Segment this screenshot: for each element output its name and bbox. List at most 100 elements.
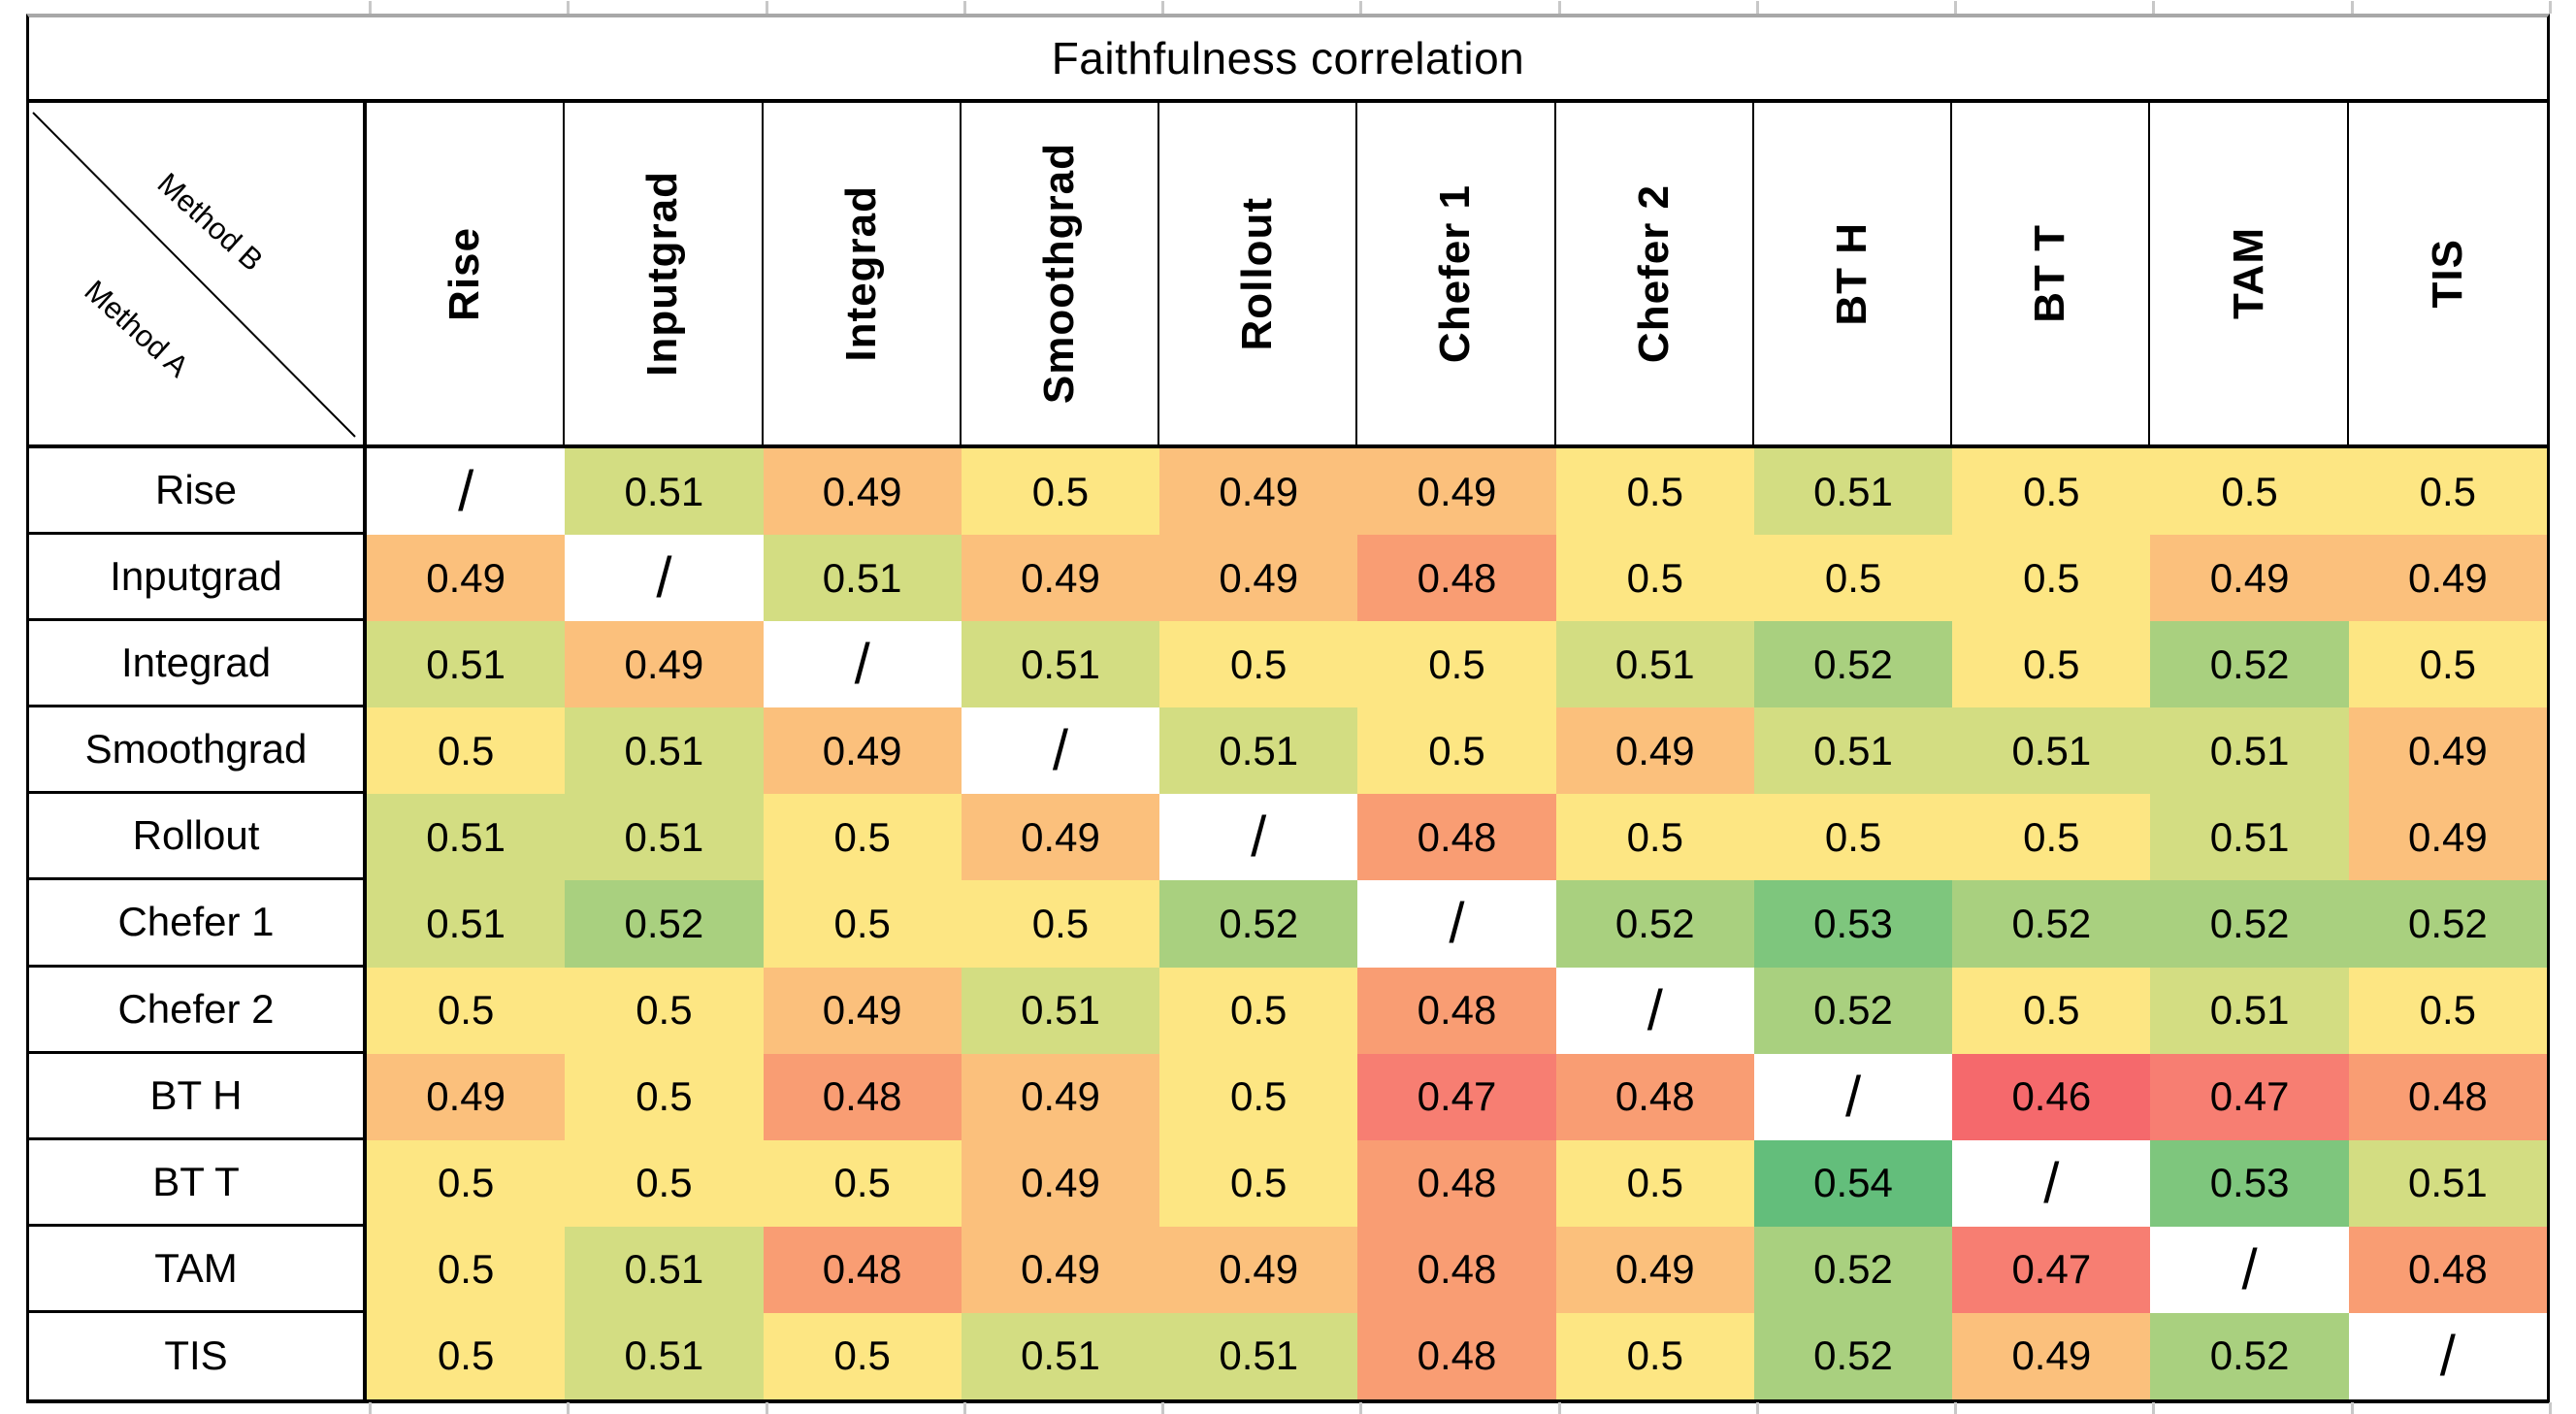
matrix-cell: 0.51 xyxy=(2348,1139,2547,1227)
matrix-cell: 0.52 xyxy=(2150,880,2349,968)
column-header-chefer-1: Chefer 1 xyxy=(1357,103,1556,448)
matrix-cell: 0.5 xyxy=(1357,621,1556,708)
matrix-cell: 0.5 xyxy=(1555,535,1754,622)
matrix-cell: 0.51 xyxy=(1159,1312,1358,1399)
matrix-cell: 0.49 xyxy=(2150,535,2349,622)
matrix-cell: 0.49 xyxy=(961,1139,1160,1227)
matrix-cell: 0.48 xyxy=(763,1053,962,1140)
column-header-tam: TAM xyxy=(2150,103,2349,448)
matrix-cell: 0.5 xyxy=(1952,535,2151,622)
matrix-cell: 0.48 xyxy=(1357,1312,1556,1399)
matrix-cell: 0.49 xyxy=(763,967,962,1054)
diagonal-cell: / xyxy=(367,448,566,536)
bottom-gridline-tick xyxy=(2152,1402,2156,1414)
matrix-cell: 0.48 xyxy=(763,1226,962,1313)
column-header-text: Integrad xyxy=(836,185,885,362)
bottom-gridline-tick xyxy=(1359,1402,1363,1414)
matrix-cell: 0.48 xyxy=(2348,1053,2547,1140)
column-header-smoothgrad: Smoothgrad xyxy=(961,103,1160,448)
matrix-cell: 0.5 xyxy=(2348,967,2547,1054)
matrix-cell: 0.52 xyxy=(1159,880,1358,968)
top-gridline-tick xyxy=(2152,1,2156,14)
bottom-gridline-tick xyxy=(2549,1402,2552,1414)
matrix-cell: 0.5 xyxy=(2348,448,2547,536)
column-header-text: TIS xyxy=(2423,239,2471,309)
top-gridline-tick xyxy=(1755,1,1759,14)
column-header-rise: Rise xyxy=(367,103,566,448)
column-header-bt-h: BT H xyxy=(1753,103,1953,448)
top-gridline-tick xyxy=(1359,1,1363,14)
matrix-cell: 0.47 xyxy=(1357,1053,1556,1140)
column-header-text: Rollout xyxy=(1233,196,1282,351)
matrix-cell: 0.5 xyxy=(961,448,1160,536)
matrix-cell: 0.5 xyxy=(367,1312,566,1399)
matrix-cell: 0.49 xyxy=(1159,448,1358,536)
matrix-cell: 0.49 xyxy=(1159,535,1358,622)
top-gridline-tick xyxy=(369,1,372,14)
matrix-cell: 0.52 xyxy=(1753,1312,1953,1399)
bottom-gridline-tick xyxy=(765,1402,768,1414)
matrix-cell: 0.51 xyxy=(1753,448,1953,536)
matrix-cell: 0.5 xyxy=(565,967,764,1054)
column-header-text: Chefer 1 xyxy=(1431,183,1480,364)
column-header-text: Chefer 2 xyxy=(1629,183,1678,364)
matrix-cell: 0.48 xyxy=(2348,1226,2547,1313)
matrix-cell: 0.51 xyxy=(565,1312,764,1399)
matrix-cell: 0.5 xyxy=(1952,448,2151,536)
column-header-chefer-2: Chefer 2 xyxy=(1555,103,1754,448)
matrix-cell: 0.51 xyxy=(565,1226,764,1313)
diagonal-cell: / xyxy=(1159,794,1358,881)
column-header-bt-t: BT T xyxy=(1952,103,2151,448)
bottom-gridline-tick xyxy=(1161,1402,1165,1414)
matrix-cell: 0.5 xyxy=(367,967,566,1054)
matrix-cell: 0.5 xyxy=(367,1226,566,1313)
bottom-gridline-tick xyxy=(2350,1402,2354,1414)
matrix-cell: 0.51 xyxy=(2150,794,2349,881)
matrix-cell: 0.51 xyxy=(2150,707,2349,795)
matrix-cell: 0.48 xyxy=(1357,794,1556,881)
bottom-gridline-tick xyxy=(962,1402,966,1414)
matrix-cell: 0.51 xyxy=(763,535,962,622)
matrix-cell: 0.52 xyxy=(1753,621,1953,708)
matrix-cell: 0.5 xyxy=(2348,621,2547,708)
diagonal-cell: / xyxy=(1357,880,1556,968)
matrix-cell: 0.51 xyxy=(565,448,764,536)
diagonal-cell: / xyxy=(1952,1139,2151,1227)
diagonal-cell: / xyxy=(2348,1312,2547,1399)
row-label-tam: TAM xyxy=(29,1226,367,1313)
bottom-gridline-tick xyxy=(567,1402,571,1414)
matrix-cell: 0.51 xyxy=(961,621,1160,708)
bottom-gridline-tick xyxy=(369,1402,372,1414)
matrix-cell: 0.49 xyxy=(2348,707,2547,795)
matrix-cell: 0.52 xyxy=(2150,621,2349,708)
matrix-cell: 0.51 xyxy=(367,880,566,968)
diagonal-cell: / xyxy=(1753,1053,1953,1140)
row-label-inputgrad: Inputgrad xyxy=(29,535,367,622)
row-label-rollout: Rollout xyxy=(29,794,367,881)
diagonal-cell: / xyxy=(763,621,962,708)
diagonal-cell: / xyxy=(1555,967,1754,1054)
matrix-cell: 0.48 xyxy=(1357,1226,1556,1313)
matrix-cell: 0.49 xyxy=(961,1053,1160,1140)
matrix-cell: 0.5 xyxy=(1357,707,1556,795)
matrix-cell: 0.48 xyxy=(1357,967,1556,1054)
matrix-cell: 0.53 xyxy=(1753,880,1953,968)
matrix-cell: 0.51 xyxy=(1753,707,1953,795)
matrix-cell: 0.5 xyxy=(1159,1053,1358,1140)
matrix-cell: 0.49 xyxy=(1555,707,1754,795)
top-gridline-tick xyxy=(567,1,571,14)
matrix-cell: 0.52 xyxy=(2150,1312,2349,1399)
row-label-smoothgrad: Smoothgrad xyxy=(29,707,367,795)
row-label-tis: TIS xyxy=(29,1312,367,1399)
top-gridline-tick xyxy=(765,1,768,14)
matrix-cell: 0.48 xyxy=(1357,535,1556,622)
diagonal-cell: / xyxy=(2150,1226,2349,1313)
column-header-text: Inputgrad xyxy=(638,171,687,377)
matrix-cell: 0.5 xyxy=(1952,621,2151,708)
table-title: Faithfulness correlation xyxy=(29,17,2547,103)
matrix-cell: 0.5 xyxy=(1555,1312,1754,1399)
matrix-cell: 0.52 xyxy=(1753,967,1953,1054)
top-gridline-tick xyxy=(1954,1,1958,14)
matrix-cell: 0.49 xyxy=(367,535,566,622)
